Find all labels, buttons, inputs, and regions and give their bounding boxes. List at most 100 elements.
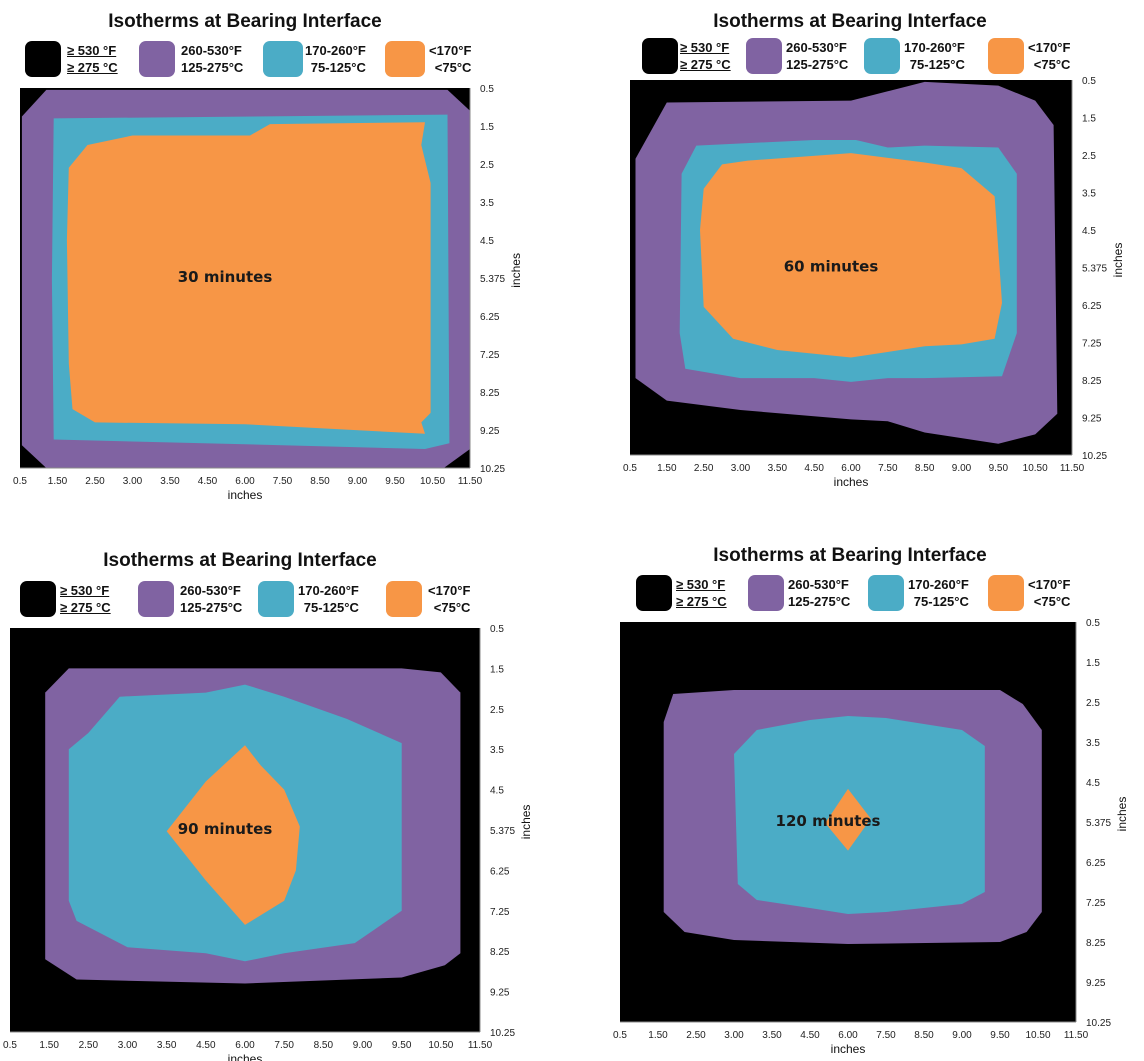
x-tick-label: 6.00 xyxy=(235,476,255,487)
legend-label-f: 170-260°F xyxy=(298,583,359,598)
region-orange xyxy=(825,788,871,851)
y-axis-label: inches xyxy=(509,253,523,288)
x-tick-label: 3.00 xyxy=(724,1030,744,1041)
y-tick-label: 8.25 xyxy=(1082,376,1102,387)
x-axis-label: inches xyxy=(228,1052,263,1061)
isotherm-panel-120-min: Isotherms at Bearing Interface ≥ 530 °F ≥… xyxy=(580,540,1144,1061)
legend-label-c: ≥ 275 °C xyxy=(680,57,731,72)
y-tick-label: 3.5 xyxy=(490,745,504,756)
legend: ≥ 530 °F ≥ 275 °C 260-530°F 125-275°C 170-… xyxy=(642,38,1112,76)
legend-label-c: 125-275°C xyxy=(181,60,244,75)
x-axis-label: inches xyxy=(834,475,869,489)
y-tick-label: 6.25 xyxy=(490,866,510,877)
legend-label-c: <75°C xyxy=(434,60,472,75)
x-tick-label: 9.00 xyxy=(348,476,368,487)
x-tick-label: 6.00 xyxy=(838,1030,858,1041)
y-tick-label: 1.5 xyxy=(1086,658,1100,669)
x-tick-label: 9.00 xyxy=(952,1030,972,1041)
x-tick-label: 10.50 xyxy=(1025,1030,1050,1041)
legend: ≥ 530 °F ≥ 275 °C 260-530°F 125-275°C 170-… xyxy=(636,575,1106,613)
legend-label-c: ≥ 275 °C xyxy=(60,600,111,615)
isotherm-panel-60-min: Isotherms at Bearing Interface ≥ 530 °F ≥… xyxy=(580,0,1144,520)
x-tick-label: 7.50 xyxy=(876,1030,896,1041)
x-tick-label: 7.50 xyxy=(878,463,898,474)
legend-swatch-purple xyxy=(139,41,175,77)
legend-swatch-orange xyxy=(988,38,1024,74)
y-tick-label: 5.375 xyxy=(490,826,515,837)
time-annotation: 30 minutes xyxy=(178,268,273,286)
x-tick-label: 4.50 xyxy=(196,1040,216,1051)
y-tick-label: 4.5 xyxy=(1082,226,1096,237)
x-tick-label: 11.50 xyxy=(468,1040,493,1051)
x-tick-label: 11.50 xyxy=(1064,1030,1089,1041)
x-tick-label: 2.50 xyxy=(85,476,105,487)
isotherm-panel-90-min: Isotherms at Bearing Interface ≥ 530 °F ≥… xyxy=(0,540,560,1061)
legend-label-c: 75-125°C xyxy=(913,594,969,609)
x-tick-label: 6.00 xyxy=(841,463,861,474)
legend-swatch-black xyxy=(636,575,672,611)
contour-plot: 0.5 1.50 2.50 3.00 3.50 4.50 6.00 7.50 8.50 9.00 9… xyxy=(613,618,1129,1056)
y-tick-label: 9.25 xyxy=(1082,414,1102,425)
x-tick-label: 2.50 xyxy=(79,1040,99,1051)
x-tick-label: 10.50 xyxy=(1023,463,1048,474)
region-orange xyxy=(166,745,300,925)
x-tick-label: 7.50 xyxy=(273,476,293,487)
legend-label-c: 75-125°C xyxy=(310,60,366,75)
x-tick-label: 3.50 xyxy=(160,476,180,487)
panel-title: Isotherms at Bearing Interface xyxy=(108,11,382,32)
y-tick-label: 3.5 xyxy=(1082,189,1096,200)
x-tick-label: 0.5 xyxy=(623,463,637,474)
y-tick-label: 9.25 xyxy=(480,426,500,437)
region-orange xyxy=(700,153,1002,358)
x-tick-label: 3.50 xyxy=(157,1040,177,1051)
x-tick-label: 9.50 xyxy=(989,463,1009,474)
x-tick-label: 9.00 xyxy=(952,463,972,474)
legend-label-c: 125-275°C xyxy=(786,57,849,72)
x-tick-label: 3.00 xyxy=(123,476,143,487)
x-tick-label: 8.50 xyxy=(310,476,330,487)
contour-plot: 0.5 1.50 2.50 3.00 3.50 4.50 6.00 7.50 8.50 9.00 9… xyxy=(623,76,1125,489)
legend-label-c: ≥ 275 °C xyxy=(676,594,727,609)
legend-swatch-black xyxy=(642,38,678,74)
x-tick-label: 10.50 xyxy=(420,476,445,487)
y-tick-label: 0.5 xyxy=(480,84,494,95)
x-tick-label: 1.50 xyxy=(657,463,677,474)
x-tick-label: 1.50 xyxy=(39,1040,59,1051)
legend-label-f: 260-530°F xyxy=(788,577,849,592)
x-tick-label: 11.50 xyxy=(1060,463,1085,474)
legend-swatch-black xyxy=(25,41,61,77)
legend-swatch-orange xyxy=(988,575,1024,611)
legend-swatch-teal xyxy=(263,41,303,77)
legend-swatch-purple xyxy=(748,575,784,611)
y-tick-label: 3.5 xyxy=(1086,738,1100,749)
legend-label-f: 170-260°F xyxy=(908,577,969,592)
panel-title: Isotherms at Bearing Interface xyxy=(713,11,987,32)
legend-label-c: <75°C xyxy=(1033,594,1071,609)
panel-title: Isotherms at Bearing Interface xyxy=(713,545,987,566)
legend-label-c: <75°C xyxy=(1033,57,1071,72)
legend-swatch-orange xyxy=(386,581,422,617)
y-tick-label: 10.25 xyxy=(1082,451,1107,462)
x-tick-label: 0.5 xyxy=(3,1040,17,1051)
y-tick-label: 4.5 xyxy=(480,236,494,247)
x-tick-label: 2.50 xyxy=(694,463,714,474)
y-tick-label: 7.25 xyxy=(490,907,510,918)
contour-plot: 0.5 1.50 2.50 3.00 3.50 4.50 6.00 7.50 8.50 9.00 9… xyxy=(3,624,533,1061)
y-tick-label: 1.5 xyxy=(480,122,494,133)
legend-label-f: ≥ 530 °F xyxy=(60,583,110,598)
time-annotation: 60 minutes xyxy=(784,258,879,276)
isotherm-panel-30-min: Isotherms at Bearing Interface ≥ 530 °F ≥… xyxy=(0,0,560,520)
x-tick-label: 3.50 xyxy=(768,463,788,474)
legend-label-f: 170-260°F xyxy=(904,40,965,55)
contour-plot: 0.5 1.50 2.50 3.00 3.50 4.50 6.00 7.50 8.50 9.00 9… xyxy=(13,84,523,502)
time-annotation: 90 minutes xyxy=(178,820,273,838)
y-tick-label: 8.25 xyxy=(480,388,500,399)
legend-label-c: 75-125°C xyxy=(303,600,359,615)
legend-label-f: <170°F xyxy=(1028,577,1071,592)
y-tick-label: 2.5 xyxy=(480,160,494,171)
legend-swatch-black xyxy=(20,581,56,617)
y-tick-label: 6.25 xyxy=(1086,858,1106,869)
legend-label-f: <170°F xyxy=(428,583,471,598)
x-tick-label: 9.50 xyxy=(990,1030,1010,1041)
x-tick-label: 4.50 xyxy=(800,1030,820,1041)
